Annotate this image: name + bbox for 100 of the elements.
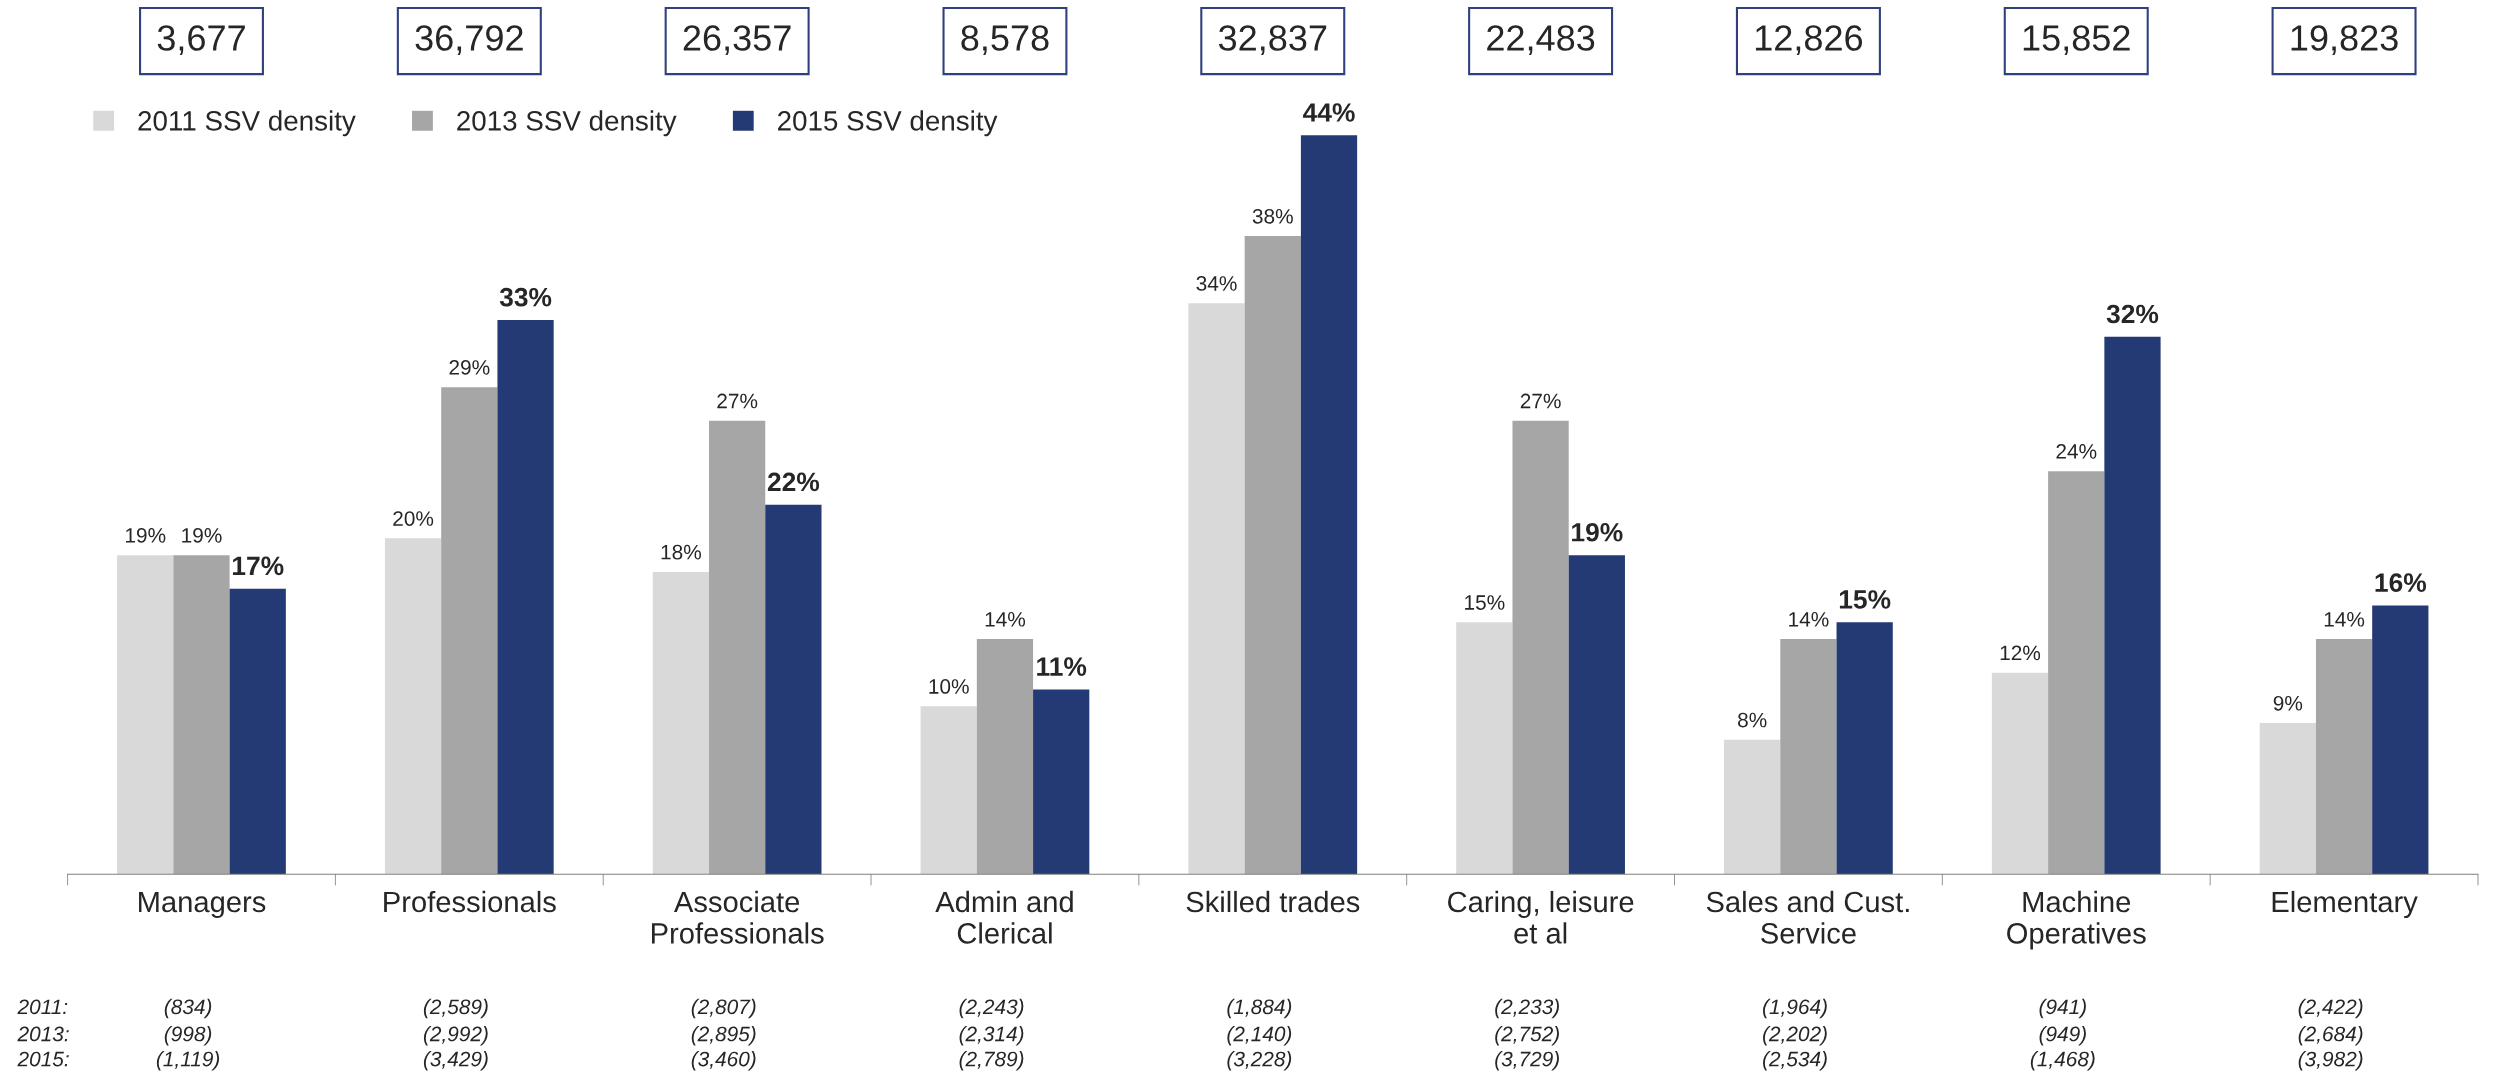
legend-label: 2015 SSV density [778,110,998,137]
data-label: 27% [1520,393,1561,409]
data-label: 19% [1572,522,1623,542]
text: (1,884) [1227,998,1292,1019]
text: 19,823 [2291,25,2398,56]
bar [173,555,230,875]
text: (2,243) [959,998,1024,1019]
data-label: 15% [1839,590,1891,609]
text: (949) [2039,1026,2086,1046]
text: (2,789) [959,1051,1024,1071]
text: (2,233) [1495,998,1559,1019]
data-label: 38% [1252,208,1293,224]
text: (2,140) [1227,1026,1292,1046]
data-label: 10% [929,679,969,694]
x-tick-label: Admin and Clerical [935,890,1073,944]
data-label: 8% [1738,712,1767,728]
text: (2,807) [691,998,756,1019]
text: 36,792 [415,25,523,56]
text: 2013: [17,1026,69,1042]
bar [1300,135,1358,875]
text: (1,468) [2030,1051,2095,1071]
bar [1033,689,1090,875]
data-label: 29% [449,360,490,375]
text: (2,422) [2298,998,2363,1019]
bar [709,420,766,875]
bar [976,639,1034,875]
text: (2,684) [2298,1026,2363,1046]
data-label: 44% [1303,103,1355,122]
data-label: 18% [661,544,701,560]
data-label: 32% [2106,304,2159,324]
bar [1724,739,1781,875]
data-label: 33% [499,287,552,307]
data-label: 9% [2273,695,2303,711]
bar [2048,471,2105,875]
bar [920,706,977,875]
text: (2,534) [1763,1051,1827,1071]
text: (834) [164,998,212,1019]
data-label: 14% [1789,612,1829,627]
bar [652,571,710,875]
bar [117,555,174,875]
text: (2,314) [959,1026,1024,1046]
text: (998) [164,1026,212,1046]
bar [1836,622,1893,875]
text: 26,357 [683,25,791,56]
bar [2372,605,2429,875]
text: (3,982) [2298,1051,2363,1071]
bar [1188,303,1245,875]
text: 8,578 [961,25,1049,56]
bar [1512,420,1569,875]
data-label: 17% [232,556,284,576]
x-tick-label: Managers [139,891,266,919]
bar [1244,236,1301,875]
text: 22,483 [1487,25,1595,56]
data-label: 14% [2324,612,2365,627]
text: (2,895) [691,1026,756,1046]
x-tick-label: Elementary [2272,890,2418,919]
text: (941) [2039,998,2086,1019]
text: (1,964) [1763,998,1827,1019]
x-tick-label: Sales and Cust. Service [1706,890,1909,944]
legend-label: 2013 SSV density [457,110,677,137]
text: 3,677 [157,25,245,56]
bar [1568,555,1625,875]
data-label: 14% [985,612,1026,627]
text: (1,119) [156,1051,220,1071]
x-tick-label: Professionals [384,890,556,913]
data-label: 20% [393,511,434,526]
bar [765,504,822,875]
data-label: 24% [2056,444,2097,459]
bar [384,538,442,875]
x-tick-label: Machine Operatives [2007,890,2146,950]
bar [1780,639,1837,875]
x-tick-label: Caring, leisure et al [1448,890,1634,944]
text: (2,202) [1763,1026,1827,1046]
bar [2104,336,2161,875]
data-label: 16% [2375,573,2427,592]
bar [2315,639,2373,875]
text: 32,837 [1218,25,1327,56]
data-label: 19% [182,527,222,543]
text: (2,992) [423,1026,488,1046]
text: (3,228) [1227,1051,1292,1071]
text: (3,429) [423,1051,488,1071]
data-label: 11% [1037,657,1087,676]
text: (3,729) [1495,1051,1559,1071]
text: 2015: [17,1051,69,1067]
data-label: 22% [767,472,820,492]
bar [229,588,286,875]
bar [1456,622,1513,875]
x-tick-label: Skilled trades [1186,890,1360,913]
text: (3,460) [691,1051,756,1071]
data-label: 12% [2000,645,2041,661]
bar [2259,723,2316,875]
x-tick-label: Associate Professionals [651,890,824,944]
data-label: 19% [125,527,166,543]
text: (2,752) [1495,1026,1559,1046]
data-label: 27% [717,393,758,409]
text: (2,589) [423,998,488,1019]
text: 12,826 [1755,25,1863,56]
text: 2011: [17,999,68,1015]
text: 15,852 [2023,25,2130,56]
legend-label: 2011 SSV density [138,110,356,137]
